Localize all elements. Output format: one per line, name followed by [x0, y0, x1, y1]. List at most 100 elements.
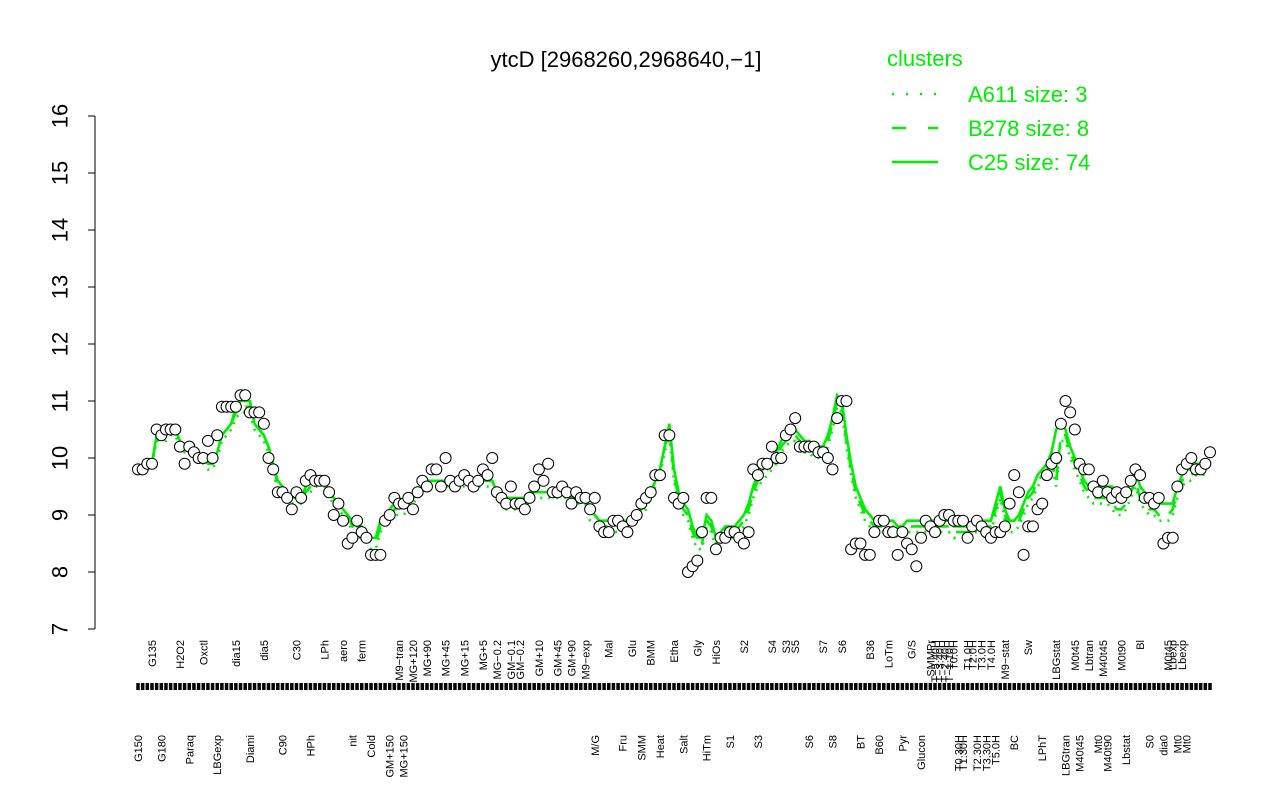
x-tick-label: T−1.10H [944, 640, 956, 683]
x-tick-label: GM−0.1 [506, 640, 518, 679]
x-tick-label: dia0 [1158, 735, 1170, 756]
x-tick-label: T0.0H [949, 640, 961, 670]
data-point [360, 531, 373, 544]
x-tick-label: M0t45 [1163, 640, 1175, 671]
data-point [239, 389, 252, 402]
data-point [420, 480, 433, 493]
data-point [332, 497, 345, 510]
data-point [439, 452, 452, 464]
data-point [826, 463, 839, 476]
x-tick-label: T−5.40H [930, 640, 942, 683]
data-point [663, 429, 676, 442]
x-tick-label: BC [1009, 735, 1021, 750]
x-tick-label: LPh [319, 640, 331, 660]
data-point [504, 480, 517, 493]
x-tick-label: T2.0H [967, 640, 979, 670]
x-tick-label: ferm [357, 640, 369, 662]
x-tick-label: MG−0.2 [492, 640, 504, 679]
x-tick-label: S6 [804, 735, 816, 748]
data-point [905, 543, 918, 556]
data-point [229, 400, 242, 413]
x-tick-label: Salt [678, 735, 690, 754]
data-point [211, 429, 224, 442]
x-tick-label: T−2.40H [939, 640, 951, 683]
data-point [1199, 457, 1212, 470]
series-line-dashed [138, 398, 1210, 547]
x-tick-label: S8 [827, 735, 839, 748]
x-tick-label: Diami [245, 735, 257, 763]
x-tick-label: S1 [725, 735, 737, 748]
x-tick-label: Mt0 [1093, 735, 1105, 753]
data-point [206, 452, 219, 464]
x-tick-label: T4.0H [986, 640, 998, 670]
x-tick-label: Sw [1023, 640, 1035, 655]
x-tick-label: S5 [790, 640, 802, 653]
x-tick-label: S6 [837, 640, 849, 653]
data-point [737, 537, 750, 550]
data-point [1068, 423, 1081, 436]
x-tick-label: Mt0 [1172, 735, 1184, 753]
x-tick-label: Oxctl [198, 640, 210, 665]
data-point [891, 548, 904, 561]
x-tick-label: M0t45 [1070, 640, 1082, 671]
data-point [775, 452, 788, 464]
data-point [630, 509, 643, 521]
data-point [877, 514, 890, 527]
x-tick-label: Lbtran [1084, 640, 1096, 671]
x-tick-label: LBGstat [1051, 640, 1063, 680]
y-tick-label: 14 [48, 218, 73, 242]
x-tick-label: LBGexp [212, 735, 224, 775]
x-tick-label: S7 [818, 640, 830, 653]
data-point [402, 491, 415, 504]
data-point [518, 503, 531, 516]
x-tick-label: Pyr [897, 735, 909, 752]
data-point [742, 526, 755, 539]
x-tick-label: MG+5 [478, 640, 490, 670]
data-point [565, 497, 578, 510]
data-points [132, 389, 1216, 578]
data-point [863, 548, 876, 561]
x-tick-label: BMM [646, 640, 658, 666]
data-point [1003, 497, 1016, 510]
x-tick-label: Lbexp [1168, 640, 1180, 670]
x-tick-label: M40t45 [1074, 735, 1086, 772]
x-tick-label: MG+120 [408, 640, 420, 683]
x-tick-label: Gly [692, 640, 704, 657]
data-point [1054, 417, 1067, 430]
data-point [411, 486, 424, 499]
x-tick-label: T0.30H [953, 735, 965, 771]
x-tick-label: B60 [874, 735, 886, 755]
x-tick-label: S0 [1144, 735, 1156, 748]
x-tick-label: M9−tran [394, 640, 406, 681]
data-point [831, 412, 844, 425]
x-tick-label: M0t90 [1116, 640, 1128, 671]
x-tick-label: MG+90 [422, 640, 434, 676]
x-tick-label: LPhT [1037, 735, 1049, 762]
x-tick-label: T2.30H [972, 735, 984, 771]
data-point [285, 503, 298, 516]
data-point [528, 480, 541, 493]
data-point [1064, 406, 1077, 419]
data-point [1012, 486, 1025, 499]
data-point [1059, 395, 1072, 407]
data-point [1040, 469, 1053, 482]
data-point [537, 474, 550, 487]
data-point [765, 440, 778, 453]
x-tick-label: T1.0H [963, 640, 975, 670]
data-point [337, 514, 350, 527]
data-point [602, 526, 615, 539]
x-tick-label: G135 [147, 640, 159, 667]
data-point [584, 503, 597, 516]
data-point [430, 463, 443, 476]
x-tick-label: HiOs [711, 640, 723, 665]
data-point [840, 395, 853, 407]
x-tick-label: LoTm [883, 640, 895, 668]
data-point [956, 514, 969, 527]
x-tick-label: SMMPr [925, 640, 937, 677]
x-tick-label: T5.0H [991, 735, 1003, 765]
data-point [915, 531, 928, 544]
data-point [178, 457, 191, 470]
x-tick-label: S4 [767, 640, 779, 653]
data-point [961, 531, 974, 544]
